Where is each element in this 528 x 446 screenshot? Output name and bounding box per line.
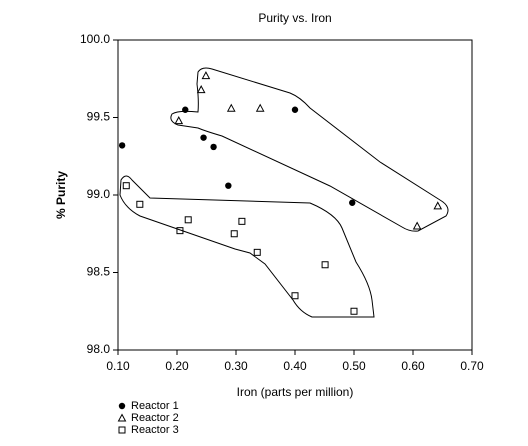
marker [201,71,211,80]
marker [225,182,232,189]
x-tick-label: 0.40 [283,359,307,373]
y-tick-label: 98.5 [87,265,111,279]
marker [182,106,189,113]
marker [118,402,126,410]
legend-label: Reactor 2 [131,412,179,424]
group-outline [119,175,375,318]
x-tick-label: 0.20 [165,359,189,373]
marker [412,221,422,230]
marker [349,199,356,206]
marker [174,116,184,125]
x-tick-label: 0.10 [106,359,130,373]
y-axis-label: % Purity [54,171,68,219]
marker [291,292,299,300]
marker [255,103,265,112]
marker [230,230,238,238]
marker [136,200,144,208]
x-tick-label: 0.30 [224,359,248,373]
x-tick-label: 0.50 [342,359,366,373]
marker [253,248,261,256]
x-tick-label: 0.70 [460,359,484,373]
y-tick-label: 99.0 [87,187,111,201]
y-tick-label: 99.5 [87,110,111,124]
marker [117,413,127,422]
marker [118,142,126,149]
marker [176,227,184,235]
marker [238,217,246,225]
marker [118,426,126,434]
x-tick-label: 0.60 [401,359,425,373]
marker [122,182,130,190]
marker [210,143,217,151]
marker [291,106,299,113]
x-axis-label: Iron (parts per million) [237,385,354,399]
marker [433,201,443,210]
chart-title: Purity vs. Iron [258,11,331,25]
marker [196,85,206,94]
y-tick-label: 98.0 [87,342,111,356]
marker [321,261,329,269]
marker [200,134,207,141]
marker [350,307,358,315]
y-tick-label: 100.0 [80,32,110,46]
legend-label: Reactor 3 [131,424,179,436]
marker [184,216,192,224]
marker [226,103,236,112]
legend-label: Reactor 1 [131,400,179,412]
